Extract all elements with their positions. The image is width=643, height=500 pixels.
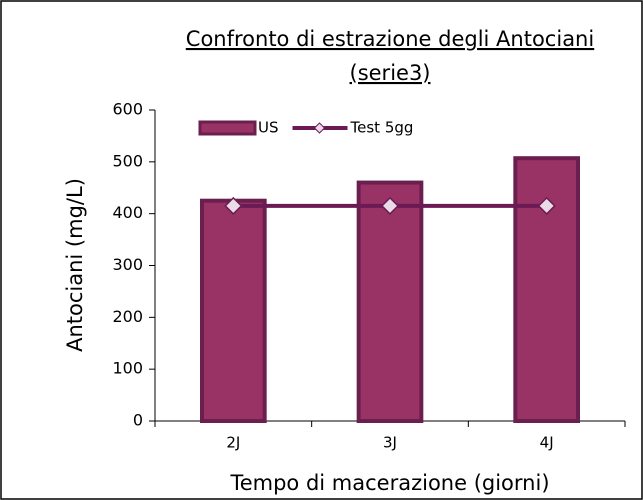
- y-tick-label: 500: [112, 151, 143, 170]
- marker: [380, 196, 400, 215]
- marker: [224, 196, 243, 215]
- y-tick-label: 300: [112, 255, 143, 274]
- y-tick-label: 100: [112, 359, 143, 378]
- y-axis-label: Antociani (mg/L): [63, 178, 87, 352]
- y-tick-label: 400: [112, 203, 143, 222]
- chart-title: Confronto di estrazione degli Antociani: [186, 27, 594, 51]
- x-tick-label: 3J: [383, 434, 397, 452]
- y-tick-label: 200: [112, 307, 143, 326]
- bar: [200, 198, 267, 423]
- chart-title: (serie3): [350, 61, 431, 85]
- legend-label: Test 5gg: [350, 119, 414, 137]
- y-tick-label: 600: [112, 100, 143, 119]
- legend-marker: [313, 122, 326, 134]
- bar: [356, 180, 424, 423]
- x-tick-label: 4J: [540, 434, 554, 452]
- legend-label: US: [258, 119, 279, 137]
- x-axis-label: Tempo di macerazione (giorni): [229, 471, 549, 495]
- bar: [513, 156, 580, 424]
- y-tick-label: 0: [133, 411, 143, 430]
- x-tick-label: 2J: [226, 434, 240, 452]
- legend-swatch: [198, 120, 257, 136]
- marker: [537, 196, 556, 215]
